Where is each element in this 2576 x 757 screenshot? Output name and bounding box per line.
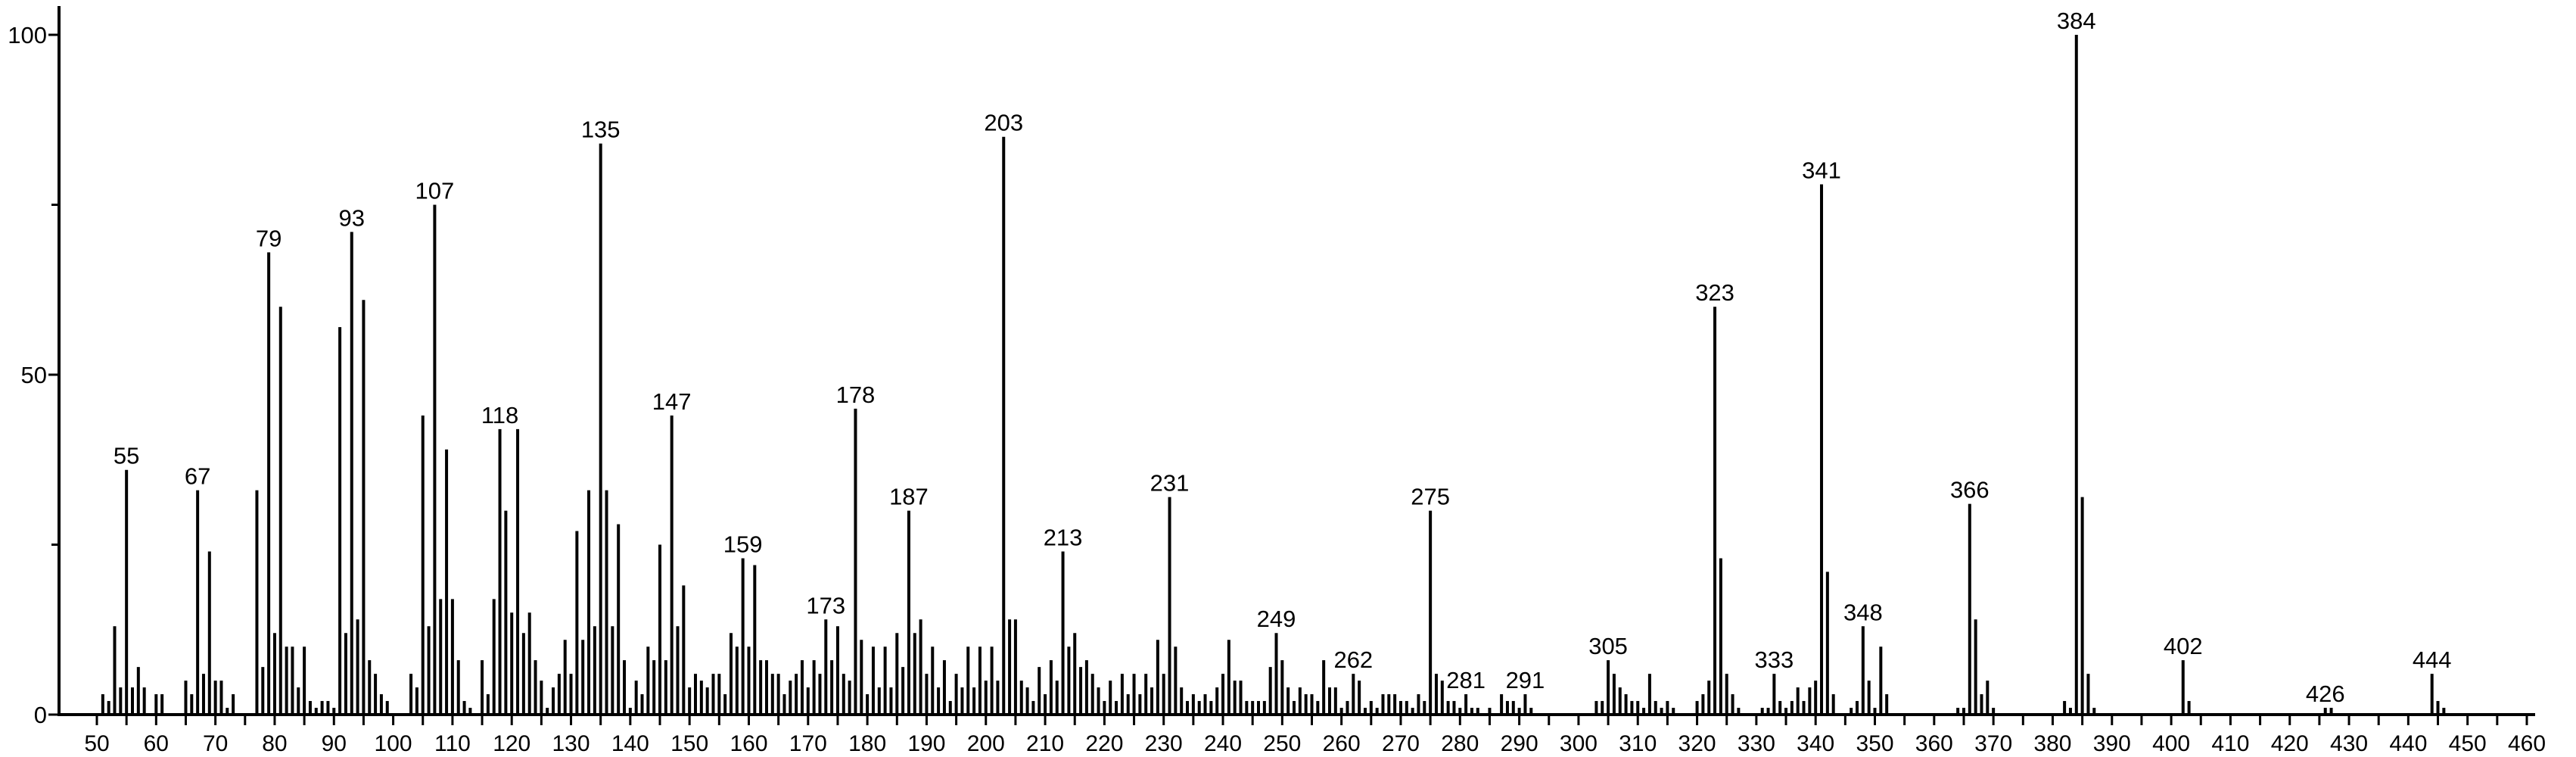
peak-label: 275 bbox=[1411, 484, 1450, 510]
y-ticks-layer: 0 50 100 bbox=[8, 22, 59, 728]
peak-label: 305 bbox=[1588, 633, 1628, 659]
peak-label: 213 bbox=[1044, 524, 1083, 550]
x-tick-label: 420 bbox=[2271, 731, 2309, 756]
peak-label: 444 bbox=[2413, 646, 2452, 673]
y-tick-label: 50 bbox=[21, 362, 47, 388]
peak-label: 231 bbox=[1150, 470, 1190, 497]
x-tick-label: 200 bbox=[967, 731, 1005, 756]
x-tick-label: 440 bbox=[2389, 731, 2427, 756]
x-tick-label: 330 bbox=[1738, 731, 1775, 756]
peak-label: 262 bbox=[1333, 646, 1373, 673]
x-tick-label: 300 bbox=[1560, 731, 1598, 756]
x-tick-label: 90 bbox=[322, 731, 347, 756]
x-tick-label: 390 bbox=[2093, 731, 2131, 756]
x-tick-label: 450 bbox=[2449, 731, 2487, 756]
x-tick-label: 360 bbox=[1915, 731, 1953, 756]
peak-label: 323 bbox=[1695, 279, 1734, 306]
x-tick-label: 320 bbox=[1678, 731, 1716, 756]
x-tick-label: 310 bbox=[1619, 731, 1657, 756]
x-tick-label: 160 bbox=[730, 731, 767, 756]
axes-layer bbox=[58, 6, 2535, 716]
x-tick-label: 180 bbox=[848, 731, 886, 756]
peak-label: 203 bbox=[984, 110, 1023, 136]
peak-label: 281 bbox=[1446, 667, 1486, 693]
x-tick-label: 280 bbox=[1441, 731, 1479, 756]
x-tick-label: 230 bbox=[1145, 731, 1183, 756]
y-tick-label: 100 bbox=[8, 22, 47, 48]
x-tick-label: 240 bbox=[1204, 731, 1242, 756]
peak-label: 93 bbox=[339, 204, 365, 231]
x-tick-label: 140 bbox=[611, 731, 649, 756]
x-ticks-layer: 50 60 70 80 90 100 110 120 130 140 150 160 170 180 190… bbox=[84, 715, 2546, 756]
peak-label: 67 bbox=[185, 463, 210, 490]
x-tick-label: 210 bbox=[1026, 731, 1064, 756]
peak-label: 366 bbox=[1950, 477, 1990, 503]
x-tick-label: 380 bbox=[2033, 731, 2071, 756]
x-tick-label: 220 bbox=[1085, 731, 1123, 756]
peak-label: 249 bbox=[1257, 606, 1296, 632]
x-tick-label: 460 bbox=[2508, 731, 2546, 756]
x-tick-label: 50 bbox=[84, 731, 109, 756]
peak-label: 402 bbox=[2164, 633, 2203, 659]
peak-label: 341 bbox=[1802, 157, 1841, 184]
peak-label: 333 bbox=[1755, 646, 1794, 673]
x-tick-label: 80 bbox=[262, 731, 287, 756]
peak-label: 147 bbox=[652, 388, 692, 415]
x-tick-label: 290 bbox=[1501, 731, 1538, 756]
peak-label: 348 bbox=[1843, 599, 1883, 625]
peak-label: 118 bbox=[481, 402, 518, 428]
peak-label: 384 bbox=[2057, 8, 2096, 34]
peak-label: 107 bbox=[415, 178, 455, 204]
x-tick-label: 60 bbox=[144, 731, 169, 756]
x-tick-label: 120 bbox=[493, 731, 530, 756]
peak-label: 55 bbox=[114, 443, 139, 469]
x-tick-label: 130 bbox=[552, 731, 590, 756]
peak-label: 187 bbox=[889, 484, 929, 510]
peak-label: 173 bbox=[806, 592, 845, 618]
peaks-layer bbox=[101, 35, 2446, 715]
peak-label: 291 bbox=[1506, 667, 1545, 693]
x-tick-label: 370 bbox=[1974, 731, 2012, 756]
x-tick-label: 250 bbox=[1263, 731, 1301, 756]
x-tick-label: 350 bbox=[1856, 731, 1893, 756]
x-tick-label: 110 bbox=[434, 731, 471, 756]
x-tick-label: 170 bbox=[789, 731, 827, 756]
x-tick-label: 270 bbox=[1382, 731, 1420, 756]
x-tick-label: 430 bbox=[2330, 731, 2368, 756]
peak-labels-layer: 55 67 79 93 107 118 135 147 159 173 178 187 203 213 23… bbox=[114, 8, 2452, 707]
x-tick-label: 260 bbox=[1323, 731, 1361, 756]
x-tick-label: 190 bbox=[907, 731, 945, 756]
peak-label: 135 bbox=[581, 117, 621, 143]
x-tick-label: 400 bbox=[2152, 731, 2190, 756]
peak-label: 178 bbox=[836, 382, 876, 408]
x-tick-label: 100 bbox=[375, 731, 412, 756]
x-tick-label: 410 bbox=[2211, 731, 2249, 756]
x-tick-label: 150 bbox=[670, 731, 708, 756]
x-tick-label: 340 bbox=[1797, 731, 1834, 756]
x-tick-label: 70 bbox=[203, 731, 228, 756]
y-tick-label: 0 bbox=[34, 702, 47, 728]
peak-label: 426 bbox=[2306, 681, 2345, 707]
peak-label: 159 bbox=[723, 531, 763, 557]
peak-label: 79 bbox=[256, 225, 282, 251]
